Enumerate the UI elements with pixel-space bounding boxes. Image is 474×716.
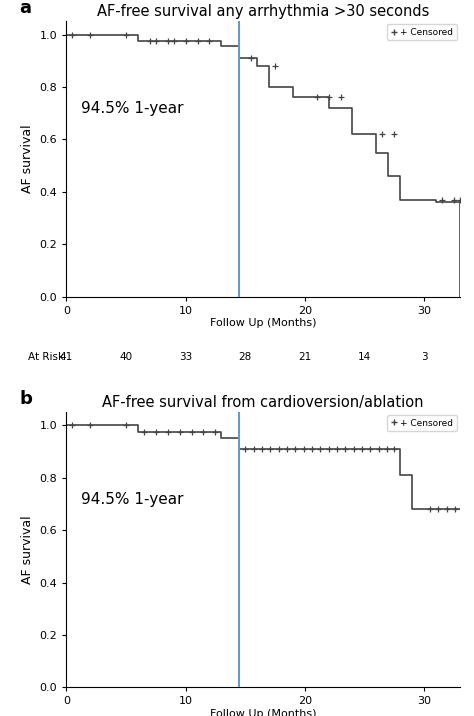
- Text: 40: 40: [119, 352, 133, 362]
- Y-axis label: AF survival: AF survival: [21, 125, 34, 193]
- X-axis label: Follow Up (Months): Follow Up (Months): [210, 319, 316, 329]
- Legend: + Censored: + Censored: [387, 24, 457, 40]
- Text: 21: 21: [298, 352, 311, 362]
- Text: 41: 41: [60, 352, 73, 362]
- Text: 28: 28: [238, 352, 252, 362]
- Text: 94.5% 1-year: 94.5% 1-year: [81, 101, 183, 116]
- Text: 3: 3: [421, 352, 428, 362]
- Text: a: a: [19, 0, 31, 17]
- Legend: + Censored: + Censored: [387, 415, 457, 431]
- Title: AF-free survival any arrhythmia >30 seconds: AF-free survival any arrhythmia >30 seco…: [97, 4, 429, 19]
- Text: 14: 14: [358, 352, 371, 362]
- Text: 94.5% 1-year: 94.5% 1-year: [81, 492, 183, 507]
- X-axis label: Follow Up (Months): Follow Up (Months): [210, 709, 316, 716]
- Title: AF-free survival from cardioversion/ablation: AF-free survival from cardioversion/abla…: [102, 395, 424, 410]
- Y-axis label: AF survival: AF survival: [21, 516, 34, 584]
- Text: b: b: [19, 390, 32, 408]
- Text: 33: 33: [179, 352, 192, 362]
- Text: At Risk: At Risk: [28, 352, 64, 362]
